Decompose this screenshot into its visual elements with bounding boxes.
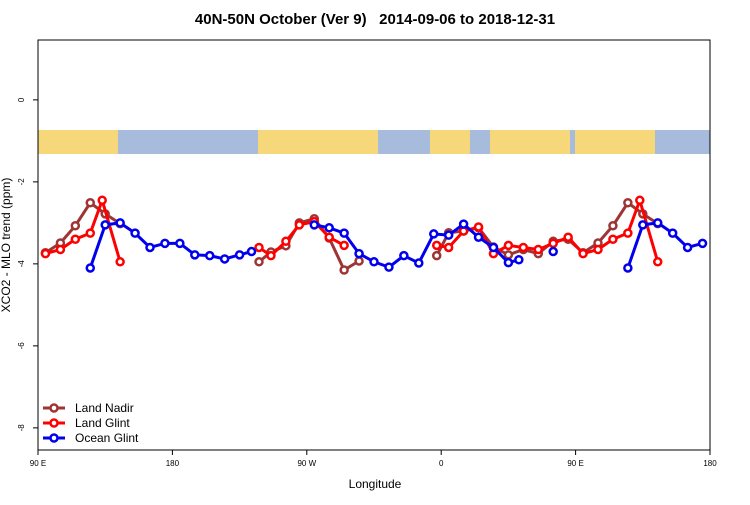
legend-marker <box>49 418 59 428</box>
point <box>145 242 155 253</box>
point <box>593 244 603 255</box>
point <box>399 250 409 261</box>
point <box>697 238 708 249</box>
y-tick-label: -2 <box>17 178 26 186</box>
point <box>638 220 648 230</box>
plot-frame <box>37 39 711 451</box>
point <box>635 195 645 206</box>
point <box>339 228 349 238</box>
point <box>115 257 125 267</box>
point <box>55 244 66 255</box>
point <box>190 250 200 260</box>
point <box>281 236 291 247</box>
point <box>488 242 499 253</box>
point <box>246 246 257 257</box>
point <box>354 248 364 259</box>
x-tick-label: 180 <box>166 459 180 468</box>
point <box>518 242 529 253</box>
x-tick-label: 180 <box>703 459 717 468</box>
point <box>431 250 442 261</box>
point <box>431 240 442 251</box>
point <box>473 222 484 232</box>
point <box>414 258 424 268</box>
land <box>38 130 118 154</box>
y-tick-label: -4 <box>17 260 26 268</box>
point <box>503 250 514 260</box>
point <box>254 257 264 267</box>
point <box>40 248 51 259</box>
legend-label: Ocean Glint <box>75 431 139 445</box>
point <box>503 240 514 251</box>
point <box>652 218 663 228</box>
x-tick-label: 90 E <box>567 459 583 468</box>
point <box>384 262 394 272</box>
point <box>70 220 81 231</box>
point <box>443 230 454 240</box>
point <box>339 240 349 251</box>
point <box>548 246 558 257</box>
point <box>254 242 264 253</box>
point <box>473 232 484 242</box>
legend-marker <box>49 403 59 413</box>
point <box>623 228 633 238</box>
point <box>503 257 514 268</box>
point <box>219 254 230 264</box>
point <box>443 242 454 253</box>
point <box>294 220 305 230</box>
point <box>608 220 618 231</box>
land <box>575 130 655 154</box>
land <box>430 130 470 154</box>
x-axis-label: Longitude <box>349 477 402 491</box>
point <box>667 228 678 238</box>
point <box>130 228 140 238</box>
y-axis-label: XCO2 - MLO trend (ppm) <box>0 178 13 313</box>
point <box>623 263 633 273</box>
point <box>652 257 663 267</box>
point <box>578 248 588 259</box>
point <box>100 220 110 230</box>
point <box>234 250 245 260</box>
point <box>339 265 349 275</box>
point <box>533 244 544 255</box>
point <box>266 250 276 261</box>
x-tick-label: 90 E <box>30 459 46 468</box>
point <box>115 218 125 228</box>
point <box>175 238 185 249</box>
point <box>682 242 693 253</box>
land <box>490 130 570 154</box>
y-tick-label: -8 <box>17 424 26 432</box>
point <box>85 263 96 273</box>
point <box>514 255 524 265</box>
point <box>324 232 334 242</box>
point <box>623 198 633 208</box>
map-strip <box>38 130 710 154</box>
chart-title: 40N-50N October (Ver 9) 2014-09-06 to 20… <box>195 11 555 28</box>
y-tick-label: -6 <box>17 342 26 350</box>
x-tick-label: 90 W <box>297 459 316 468</box>
point <box>324 223 334 233</box>
legend-marker <box>49 433 59 443</box>
point <box>458 219 469 229</box>
point <box>608 234 618 245</box>
point <box>548 238 558 249</box>
point <box>204 250 215 261</box>
point <box>354 256 364 266</box>
point <box>563 232 573 242</box>
point <box>85 228 96 238</box>
point <box>309 220 320 230</box>
y-tick-label: 0 <box>17 97 26 102</box>
point <box>85 198 96 208</box>
point <box>70 234 81 245</box>
point <box>369 257 379 267</box>
point <box>97 195 107 206</box>
legend-label: Land Glint <box>75 416 130 430</box>
legend-label: Land Nadir <box>75 401 134 415</box>
point <box>428 229 439 239</box>
x-tick-label: 0 <box>439 459 444 468</box>
point <box>160 238 170 249</box>
land <box>258 130 378 154</box>
